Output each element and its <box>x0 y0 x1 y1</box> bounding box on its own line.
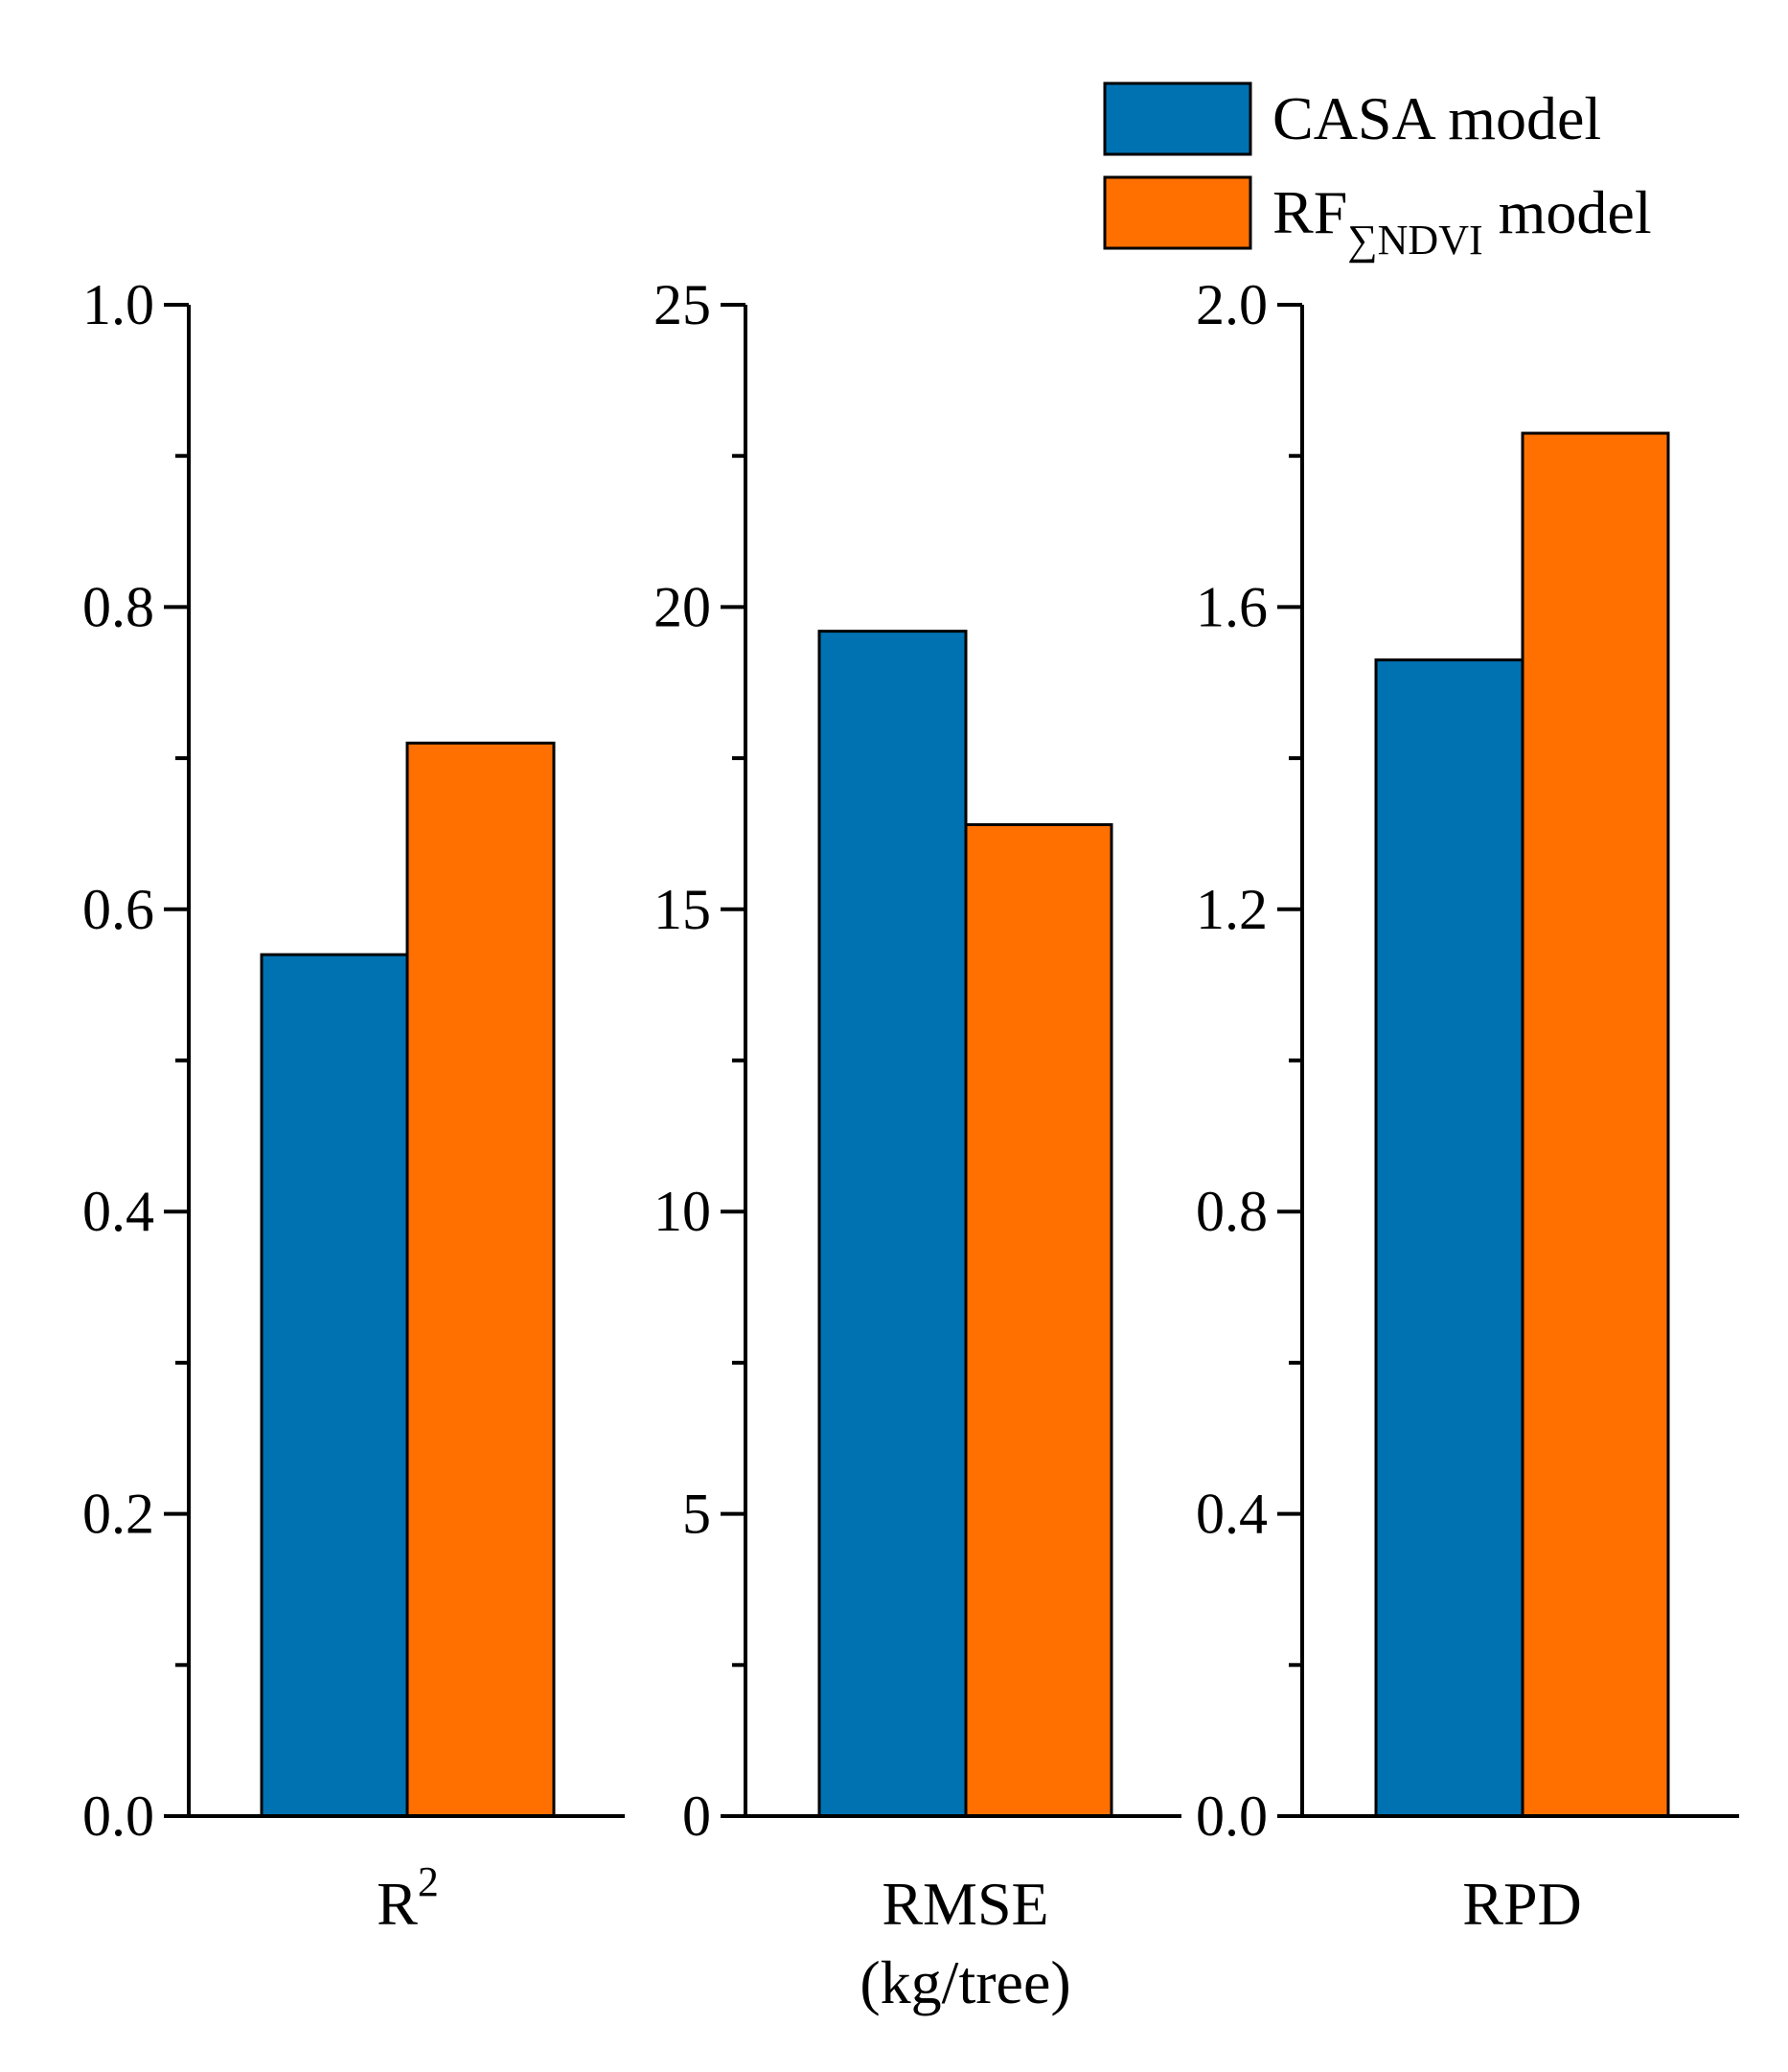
y-tick-label: 0.8 <box>82 575 154 638</box>
y-tick-label: 2.0 <box>1196 273 1268 336</box>
bar-panel2-series2 <box>964 822 1113 1818</box>
legend-entry-2: RF∑NDVI model <box>1103 175 1652 264</box>
legend-swatch <box>1103 81 1252 156</box>
y-tick-label: 0.0 <box>1196 1784 1268 1848</box>
bar-panel3-series1 <box>1374 658 1524 1818</box>
y-tick-label: 10 <box>653 1180 711 1243</box>
y-tick-label: 0.2 <box>82 1483 154 1546</box>
y-tick-label: 0.0 <box>82 1784 154 1848</box>
legend-label: RF∑NDVI model <box>1272 178 1652 264</box>
legend: CASA model RF∑NDVI model <box>1103 81 1652 264</box>
y-tick-label: 1.0 <box>82 273 154 336</box>
y-tick-label: 0.4 <box>82 1180 154 1243</box>
legend-label: CASA model <box>1272 84 1601 152</box>
bar-panel1-series1 <box>260 953 409 1818</box>
category-label-line2: (kg/tree) <box>860 1948 1070 2016</box>
y-tick-label: 5 <box>682 1483 711 1546</box>
y-tick-label: 20 <box>653 575 711 638</box>
category-label: R2 <box>377 1858 439 1938</box>
legend-suffix: model <box>1483 178 1652 246</box>
category-superscript: 2 <box>418 1858 439 1905</box>
y-tick-label: 15 <box>653 878 711 941</box>
y-tick-label: 1.2 <box>1196 878 1268 941</box>
category-label: RPD <box>1462 1870 1582 1938</box>
bar-panel2-series1 <box>817 630 968 1818</box>
panel-3: 0.0 0.4 0.8 1.2 1.6 2.0 RPD <box>1196 273 1739 1938</box>
y-tick-label: 25 <box>653 273 711 336</box>
y-tick-label: 1.6 <box>1196 575 1268 638</box>
bar-panel3-series2 <box>1521 431 1670 1818</box>
bar-panel1-series2 <box>405 741 556 1818</box>
y-tick-label: 0 <box>682 1784 711 1848</box>
panel-2: 0 5 10 15 20 25 RMSE (kg/tree) <box>653 273 1181 2016</box>
legend-entry-1: CASA model <box>1103 81 1601 156</box>
legend-swatch <box>1103 175 1252 250</box>
chart-panels: 0.0 0.2 0.4 0.6 0.8 1.0 R2 0 5 10 15 20 25 RMSE (kg/tr… <box>82 273 1739 2016</box>
y-tick-label: 0.4 <box>1196 1483 1268 1546</box>
category-label: RMSE <box>882 1870 1048 1938</box>
y-tick-label: 0.6 <box>82 878 154 941</box>
legend-subscript: ∑NDVI <box>1347 217 1482 264</box>
panel-1: 0.0 0.2 0.4 0.6 0.8 1.0 R2 <box>82 273 625 1938</box>
y-tick-label: 0.8 <box>1196 1180 1268 1243</box>
